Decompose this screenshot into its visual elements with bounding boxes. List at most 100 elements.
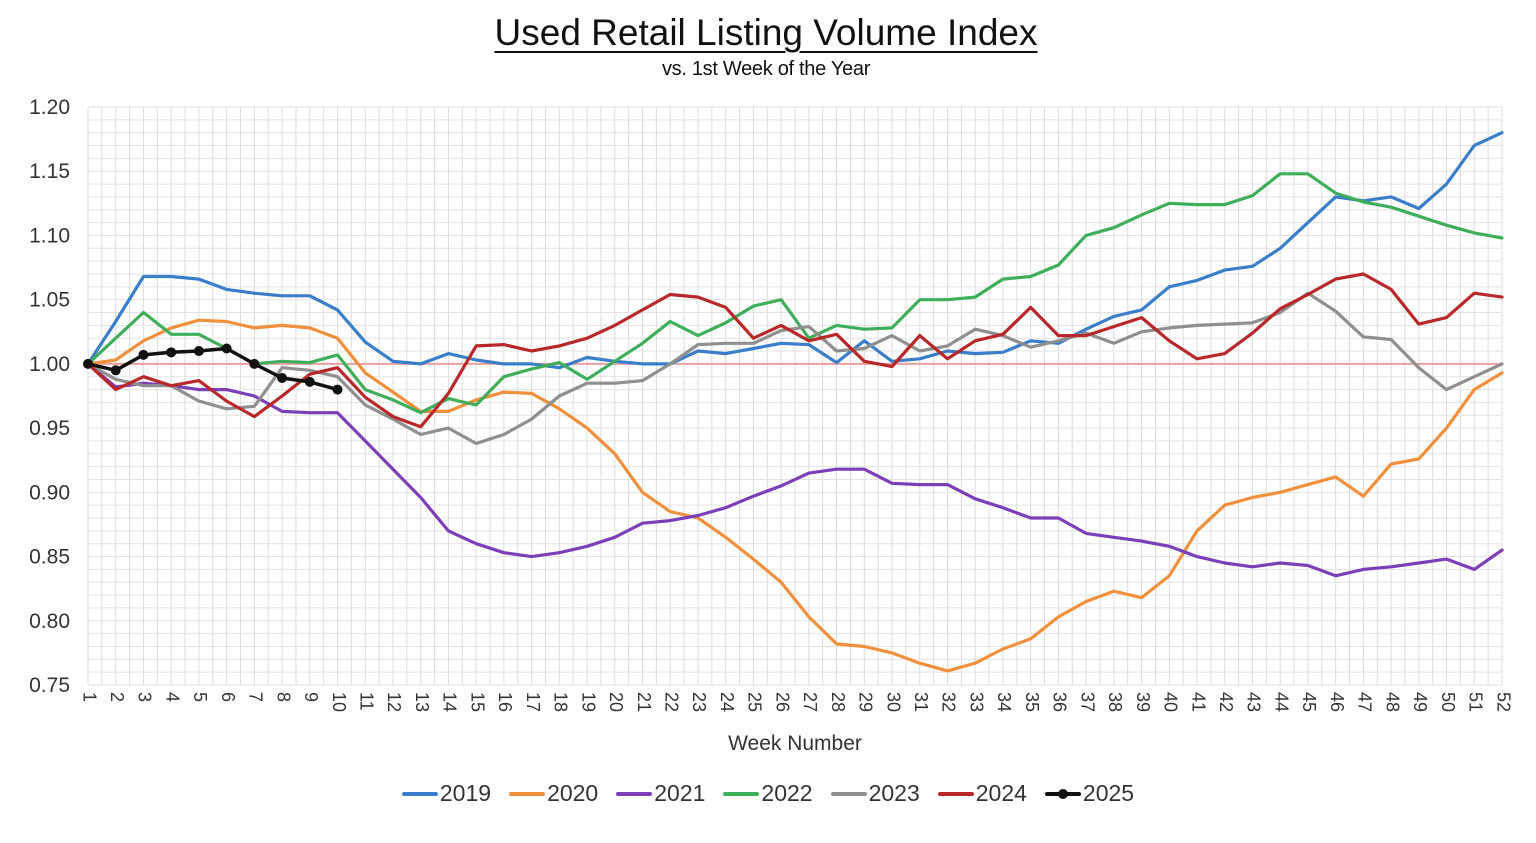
legend-label: 2024	[975, 780, 1027, 806]
x-tick-label: 26	[772, 692, 792, 712]
data-point-marker	[166, 347, 177, 358]
x-tick-label: 24	[717, 692, 737, 712]
legend-swatch-icon	[401, 791, 438, 796]
chart-title: Used Retail Listing Volume Index	[0, 12, 1532, 54]
chart-legend: 2019 2020 2021 2022 2023 2024 2025	[0, 780, 1536, 807]
data-point-marker	[277, 373, 288, 384]
series-line-2024	[86, 272, 1504, 429]
legend-item-2019: 2019	[401, 780, 492, 807]
x-tick-label: 10	[329, 692, 349, 712]
series-line-2019	[86, 131, 1504, 370]
legend-swatch-icon	[616, 791, 653, 796]
x-tick-label: 6	[218, 692, 238, 702]
series-line-2025	[86, 346, 340, 392]
x-tick-label: 3	[135, 692, 155, 702]
x-tick-label: 13	[412, 692, 432, 712]
x-tick-label: 43	[1244, 692, 1264, 712]
x-tick-label: 52	[1493, 692, 1513, 712]
legend-label: 2025	[1082, 780, 1135, 806]
x-tick-label: 19	[578, 692, 598, 712]
x-tick-label: 23	[689, 692, 709, 712]
data-point-marker	[221, 343, 232, 354]
x-tick-label: 42	[1216, 692, 1236, 712]
x-tick-label: 22	[661, 692, 681, 712]
x-tick-label: 14	[440, 692, 460, 712]
x-tick-label: 11	[357, 692, 377, 711]
y-tick-label: 1.00	[29, 353, 70, 376]
x-tick-label: 44	[1271, 692, 1291, 712]
x-tick-label: 50	[1438, 692, 1458, 712]
x-tick-label: 38	[1105, 692, 1125, 712]
data-point-marker	[83, 358, 93, 369]
y-tick-label: 0.95	[29, 417, 70, 440]
x-tick-label: 32	[939, 692, 959, 712]
x-tick-label: 33	[966, 692, 986, 712]
x-tick-label: 9	[301, 692, 321, 702]
x-tick-label: 12	[384, 692, 404, 712]
legend-swatch-icon	[509, 791, 546, 796]
series-line-2021	[86, 362, 1504, 578]
x-tick-label: 29	[856, 692, 876, 712]
x-tick-label: 49	[1410, 692, 1430, 712]
data-point-marker	[138, 349, 149, 360]
x-tick-label: 35	[1022, 692, 1042, 712]
y-tick-label: 1.10	[29, 224, 70, 247]
legend-label: 2021	[654, 780, 706, 806]
data-point-marker	[249, 358, 260, 369]
x-tick-label: 2	[107, 692, 127, 702]
x-tick-label: 17	[523, 692, 543, 712]
data-series	[83, 131, 1504, 673]
x-tick-label: 31	[911, 692, 931, 712]
x-tick-label: 45	[1299, 692, 1319, 712]
data-point-marker	[304, 376, 315, 387]
legend-item-2023: 2023	[830, 780, 920, 807]
series-line-2020	[86, 318, 1504, 673]
x-tick-label: 40	[1161, 692, 1181, 712]
legend-swatch-icon	[723, 791, 760, 796]
x-tick-label: 15	[467, 692, 487, 712]
legend-marker-icon	[1057, 788, 1068, 799]
legend-item-2024: 2024	[937, 780, 1027, 807]
legend-swatch-icon	[937, 791, 974, 796]
legend-swatch-icon	[830, 791, 867, 796]
y-tick-label: 1.15	[29, 160, 70, 183]
y-tick-label: 0.90	[29, 481, 70, 504]
x-tick-label: 5	[190, 692, 210, 702]
y-tick-label: 1.20	[29, 96, 70, 119]
x-tick-label: 4	[162, 692, 182, 702]
x-tick-label: 27	[800, 692, 820, 712]
data-point-marker	[110, 365, 121, 376]
legend-swatch-icon	[1044, 788, 1081, 799]
legend-label: 2022	[761, 780, 813, 806]
chart-title-text: Used Retail Listing Volume Index	[494, 12, 1038, 53]
x-tick-label: 48	[1382, 692, 1402, 712]
plot-grid	[87, 106, 1503, 686]
y-tick-label: 1.05	[29, 289, 70, 312]
data-point-marker	[332, 384, 343, 395]
legend-item-2021: 2021	[616, 780, 705, 807]
x-tick-label: 1	[79, 692, 99, 702]
legend-label: 2019	[439, 780, 492, 806]
x-tick-label: 21	[634, 692, 654, 712]
x-tick-label: 8	[273, 692, 293, 702]
x-tick-label: 25	[745, 692, 765, 712]
x-tick-label: 41	[1188, 692, 1208, 712]
x-tick-label: 37	[1077, 692, 1097, 712]
x-axis-ticks: 1 2 3 4 5 6 7 8 9 10 11 12 13 14 15 16 17 18 19 20 21 22 23 24 2…	[79, 692, 1513, 712]
series-line-2022	[86, 172, 1504, 415]
y-axis-ticks: 1.20 1.15 1.10 1.05 1.00 0.95 0.90 0.85 0.80 0.75	[29, 96, 70, 697]
x-tick-label: 28	[828, 692, 848, 712]
y-tick-label: 0.80	[29, 610, 70, 633]
legend-label: 2023	[868, 780, 920, 806]
x-axis-label: Week Number	[728, 732, 862, 755]
series-line-2023	[86, 291, 1504, 446]
legend-label: 2020	[547, 780, 599, 806]
x-tick-label: 47	[1355, 692, 1375, 712]
x-tick-label: 16	[495, 692, 515, 712]
legend-item-2025: 2025	[1044, 780, 1135, 807]
x-tick-label: 34	[994, 692, 1014, 712]
x-tick-label: 51	[1466, 692, 1486, 712]
y-tick-label: 0.85	[29, 546, 70, 569]
y-tick-label: 0.75	[29, 674, 70, 697]
